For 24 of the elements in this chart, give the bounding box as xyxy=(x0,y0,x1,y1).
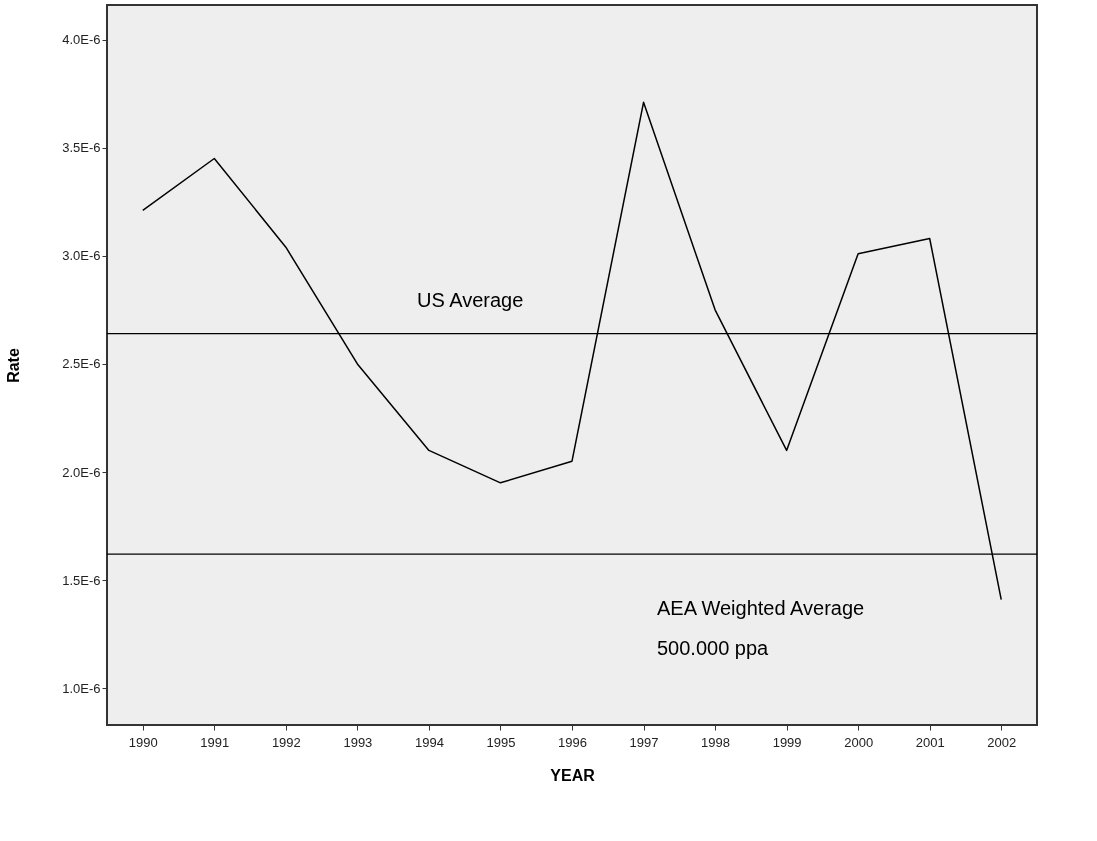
y-tick-label: 4.0E-6 xyxy=(62,32,101,48)
x-tick-label: 2002 xyxy=(987,734,1017,750)
x-tick-label: 1990 xyxy=(128,734,158,750)
y-axis-title: Rate xyxy=(5,348,23,383)
y-tick-label: 3.0E-6 xyxy=(62,248,101,264)
y-tick-label: 1.0E-6 xyxy=(62,680,101,696)
y-tick-label: 1.5E-6 xyxy=(62,572,101,588)
ref-line-label: AEA Weighted Average 500.000 ppa xyxy=(657,597,865,660)
x-tick-label: 1995 xyxy=(486,734,516,750)
x-tick-label: 1997 xyxy=(629,734,659,750)
x-tick-label: 1993 xyxy=(343,734,373,750)
x-tick-label: 1992 xyxy=(271,734,301,750)
x-tick-label: 1996 xyxy=(558,734,587,750)
y-tick-label: 2.5E-6 xyxy=(62,356,101,372)
y-tick-label: 3.5E-6 xyxy=(62,140,101,156)
x-tick-label: 2001 xyxy=(915,734,945,750)
x-tick-label: 1999 xyxy=(772,734,802,750)
x-tick-label: 1998 xyxy=(701,734,731,750)
x-axis-title: YEAR xyxy=(550,766,596,784)
x-tick-label: 2000 xyxy=(844,734,874,750)
ref-line-label: US Average xyxy=(417,288,524,311)
x-tick-label: 1994 xyxy=(414,734,444,750)
x-tick-label: 1991 xyxy=(200,734,230,750)
y-tick-label: 2.0E-6 xyxy=(62,464,101,480)
